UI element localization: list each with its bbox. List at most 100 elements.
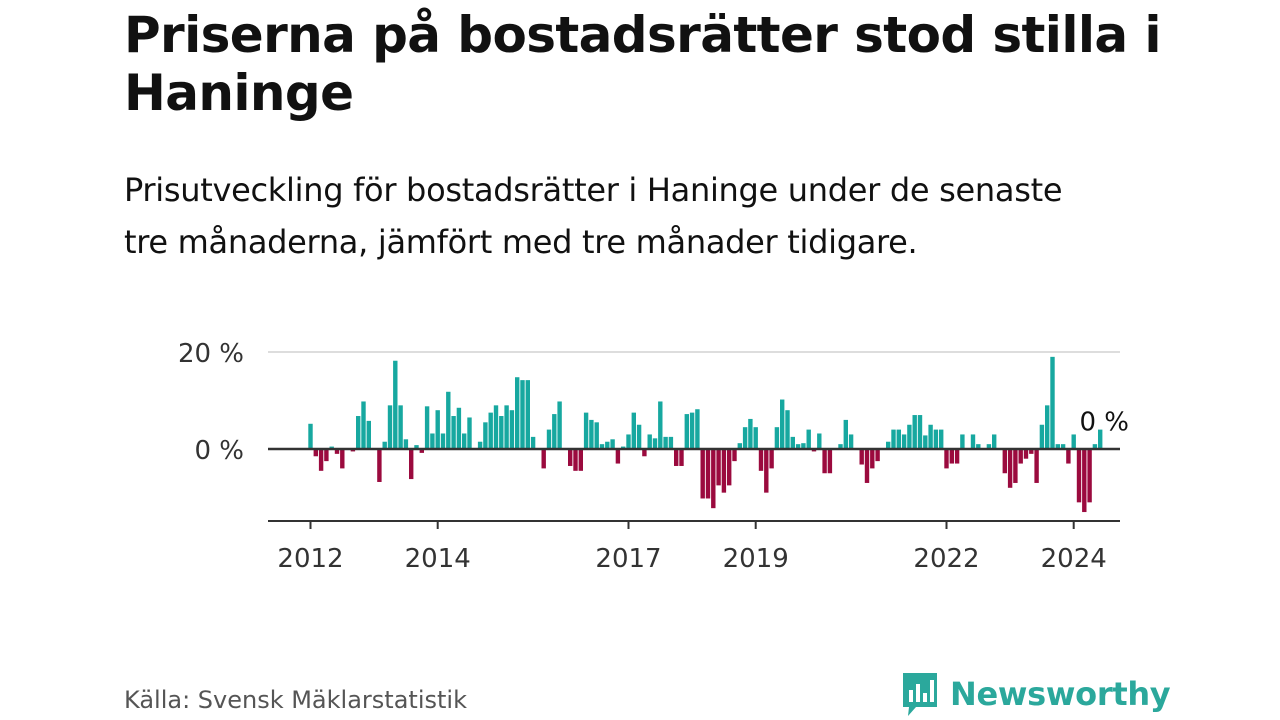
bar	[748, 418, 753, 449]
bar	[515, 377, 520, 449]
bar	[589, 419, 594, 449]
chart-subtitle: Prisutveckling för bostadsrätter i Hanin…	[124, 171, 1063, 261]
bar	[642, 449, 647, 457]
bar	[361, 401, 366, 449]
bar	[875, 449, 880, 462]
bar	[541, 449, 546, 469]
bar	[499, 416, 504, 449]
newsworthy-logo[interactable]: Newsworthy	[900, 670, 1171, 718]
bar	[393, 360, 398, 449]
bar	[467, 417, 472, 449]
bar	[806, 429, 811, 449]
bar	[970, 434, 976, 449]
bar	[753, 427, 758, 449]
bar	[456, 407, 462, 449]
bar	[695, 409, 700, 449]
bar	[398, 405, 403, 449]
bar	[424, 406, 430, 449]
bar	[886, 441, 891, 449]
bar	[509, 410, 515, 449]
bar	[313, 449, 318, 457]
bar	[631, 412, 636, 449]
bar	[949, 449, 954, 464]
bar	[1098, 429, 1103, 449]
bar	[605, 441, 610, 449]
bar	[599, 444, 605, 449]
bar	[387, 405, 393, 449]
bar	[917, 415, 923, 449]
bar	[308, 423, 313, 449]
bar	[901, 434, 907, 449]
bar	[1066, 449, 1071, 464]
bar	[419, 449, 424, 453]
bar	[446, 391, 451, 449]
bar	[1045, 405, 1050, 449]
bar	[801, 443, 806, 449]
bar	[986, 444, 992, 449]
bar	[689, 412, 695, 449]
bar	[1060, 444, 1066, 449]
bar	[976, 444, 981, 449]
bar	[960, 434, 965, 449]
bar	[1039, 424, 1045, 449]
bar	[1018, 449, 1023, 464]
bar	[520, 380, 525, 449]
bar	[827, 449, 833, 474]
bar	[658, 401, 663, 449]
bar	[1071, 434, 1076, 449]
bar	[668, 436, 674, 449]
source-note: Källa: Svensk Mäklarstatistik	[124, 686, 467, 714]
bar	[817, 433, 822, 449]
x-tick-label: 2014	[405, 544, 471, 574]
bar	[366, 420, 371, 449]
bar	[636, 424, 642, 449]
bar	[1002, 449, 1007, 474]
bar	[430, 433, 435, 449]
bar	[954, 449, 960, 464]
bar	[785, 410, 790, 449]
bar	[944, 449, 949, 469]
bar	[923, 435, 928, 449]
bar	[684, 414, 689, 449]
newsworthy-logo-text: Newsworthy	[950, 675, 1171, 713]
y-tick-label: 20 %	[178, 339, 244, 369]
bar	[525, 380, 530, 449]
bar	[647, 434, 652, 449]
bar	[462, 433, 467, 449]
bar	[557, 401, 562, 449]
bar	[822, 449, 827, 474]
bar	[578, 449, 583, 471]
chart-title: Priserna på bostadsrätter stod stilla i …	[124, 6, 1162, 122]
bar	[451, 416, 456, 449]
bar	[414, 445, 419, 449]
bar	[652, 438, 658, 449]
bar	[928, 424, 933, 449]
bar	[615, 449, 621, 464]
bar	[1013, 449, 1018, 483]
bar	[896, 429, 901, 449]
bar	[440, 433, 446, 449]
bar	[377, 449, 382, 482]
bar	[716, 449, 721, 486]
bars	[308, 356, 1103, 513]
bar	[939, 429, 944, 449]
bar	[774, 427, 780, 449]
bar	[912, 415, 917, 449]
bar	[790, 436, 795, 449]
bar	[848, 434, 854, 449]
bar	[732, 449, 737, 462]
bar	[573, 449, 578, 471]
bar	[477, 441, 483, 449]
bar	[705, 449, 711, 499]
bar	[663, 436, 668, 449]
bar	[795, 444, 801, 449]
bar	[382, 441, 387, 449]
bar	[530, 436, 536, 449]
bar	[891, 429, 896, 449]
bar	[1007, 449, 1013, 488]
bar	[1087, 449, 1092, 503]
bar	[483, 422, 488, 449]
bar	[1082, 449, 1087, 513]
bar	[1034, 449, 1039, 483]
